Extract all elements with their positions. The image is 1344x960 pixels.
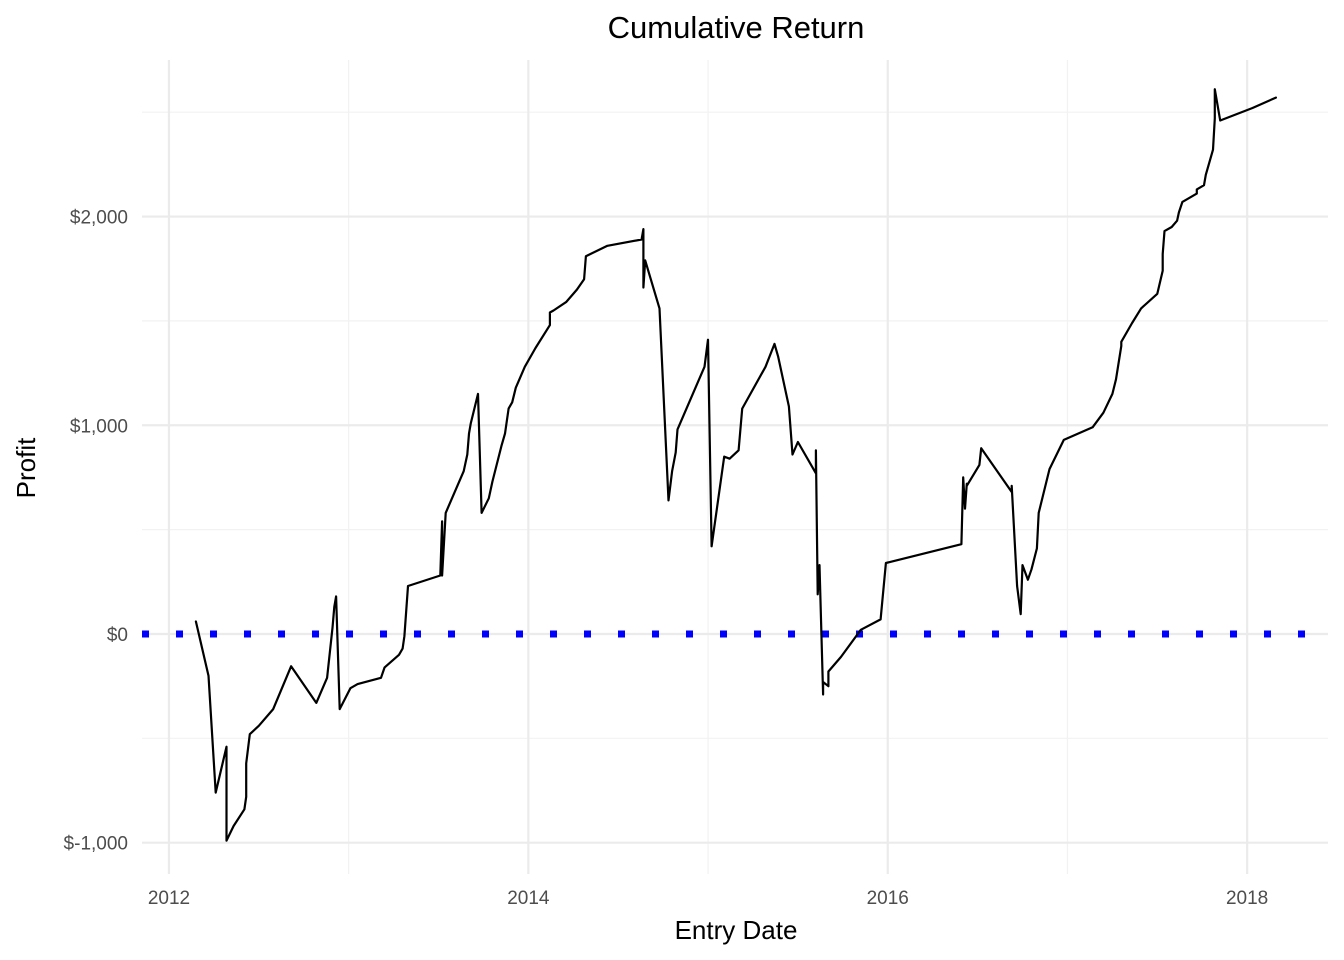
y-axis-tick-labels: $-1,000 $0 $1,000 $2,000 — [64, 208, 128, 855]
y-tick-label: $1,000 — [70, 416, 128, 437]
series-line-cumulative-profit — [194, 88, 1278, 842]
y-tick-label: $2,000 — [70, 208, 128, 229]
series-layer — [194, 88, 1278, 842]
x-tick-label: 2016 — [867, 888, 909, 909]
minor-gridlines — [142, 60, 1328, 874]
x-axis-title: Entry Date — [675, 915, 798, 945]
x-tick-label: 2012 — [148, 888, 190, 909]
x-tick-label: 2018 — [1226, 888, 1268, 909]
chart-title: Cumulative Return — [608, 10, 865, 45]
y-axis-title: Profit — [11, 437, 41, 498]
x-tick-label: 2014 — [507, 888, 550, 909]
y-tick-label: $0 — [107, 625, 128, 646]
major-gridlines — [142, 60, 1328, 874]
x-axis-tick-labels: 2012 2014 2016 2018 — [148, 888, 1268, 909]
y-tick-label: $-1,000 — [64, 834, 128, 855]
